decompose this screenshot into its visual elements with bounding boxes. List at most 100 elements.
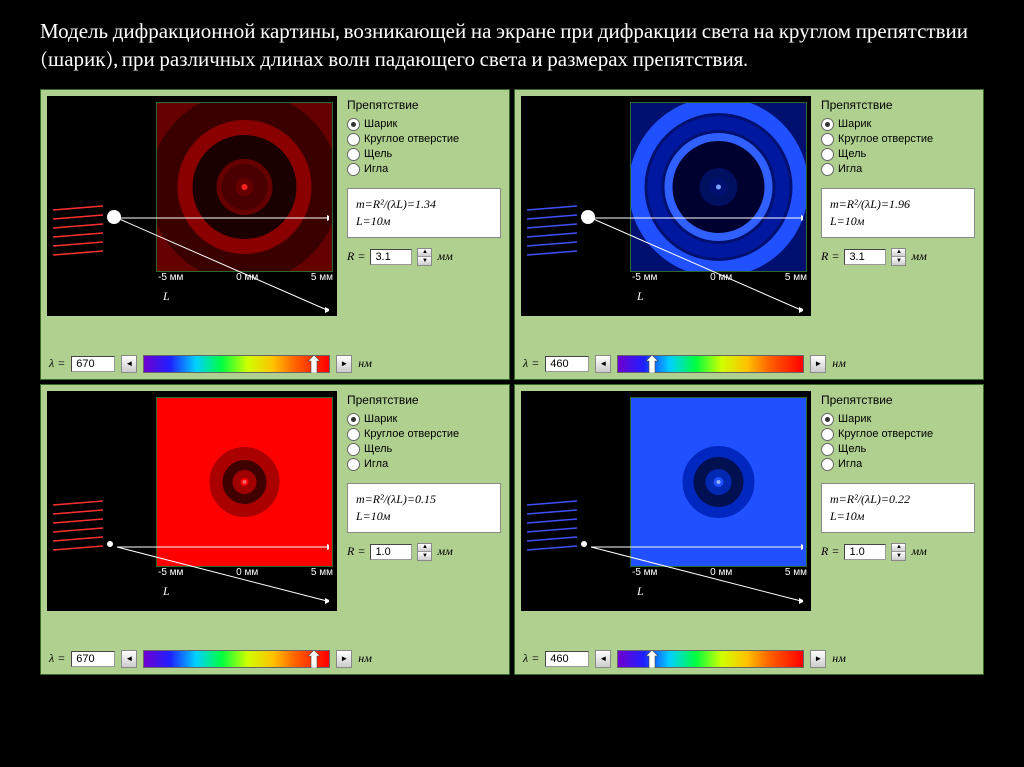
radius-input[interactable]: 3.1 [844,249,886,265]
radius-spinner[interactable]: ▲ ▼ [417,248,432,266]
spinner-down-icon[interactable]: ▼ [892,552,905,560]
radio-icon[interactable] [821,118,834,131]
spinner-up-icon[interactable]: ▲ [892,544,905,553]
obstacle-option[interactable]: Шарик [347,118,501,131]
simulation-viewport: -5 мм 0 мм 5 мм L [521,96,811,316]
obstacle-option[interactable]: Шарик [347,413,501,426]
obstacle-option[interactable]: Игла [347,163,501,176]
lambda-input[interactable]: 670 [71,651,115,667]
wavelength-row: λ = 460 ◄ ► нм [515,351,983,379]
radio-icon[interactable] [821,458,834,471]
radio-icon[interactable] [821,163,834,176]
incident-beam [53,499,111,562]
radio-icon[interactable] [347,413,360,426]
slider-prev-button[interactable]: ◄ [121,650,137,668]
radius-row: R = 1.0 ▲ ▼ мм [821,543,975,561]
lambda-label: λ = [49,356,65,371]
slider-next-button[interactable]: ► [810,650,826,668]
obstacle-option[interactable]: Круглое отверстие [821,428,975,441]
radius-spinner[interactable]: ▲ ▼ [891,543,906,561]
radius-input[interactable]: 3.1 [370,249,412,265]
radio-icon[interactable] [347,133,360,146]
radio-icon[interactable] [821,148,834,161]
radio-icon[interactable] [347,428,360,441]
sim-panel: -5 мм 0 мм 5 мм LПрепятствие Шарик Кругл… [514,89,984,380]
obstacle-option-label: Игла [838,458,862,470]
controls-panel: Препятствие Шарик Круглое отверстие Щель… [817,90,983,351]
radius-row: R = 1.0 ▲ ▼ мм [347,543,501,561]
obstacle-option-label: Игла [838,163,862,175]
obstacle-option[interactable]: Игла [347,458,501,471]
radio-icon[interactable] [347,118,360,131]
slider-next-button[interactable]: ► [810,355,826,373]
obstacle-option[interactable]: Игла [821,163,975,176]
radio-icon[interactable] [347,458,360,471]
obstacle-option-label: Круглое отверстие [838,428,933,440]
radio-icon[interactable] [821,428,834,441]
radius-unit: мм [911,544,926,559]
spinner-down-icon[interactable]: ▼ [418,257,431,265]
formula-m: m=R²/(λL)=0.22 [830,492,966,507]
radius-label: R = [347,249,365,264]
spectrum-marker-icon[interactable] [308,355,320,373]
radio-icon[interactable] [347,163,360,176]
spectrum-marker-icon[interactable] [308,650,320,668]
obstacle-option-label: Шарик [364,413,397,425]
spectrum-marker-icon[interactable] [646,355,658,373]
radius-label: R = [821,249,839,264]
slider-prev-button[interactable]: ◄ [121,355,137,373]
radius-input[interactable]: 1.0 [844,544,886,560]
lambda-input[interactable]: 670 [71,356,115,372]
radius-spinner[interactable]: ▲ ▼ [891,248,906,266]
obstacle-group-label: Препятствие [347,98,501,112]
diffraction-cone [583,214,803,306]
diffraction-pattern [630,397,807,567]
obstacle-option[interactable]: Щель [821,148,975,161]
radius-unit: мм [911,249,926,264]
obstacle-option[interactable]: Шарик [821,413,975,426]
obstacle-option[interactable]: Круглое отверстие [347,133,501,146]
radio-icon[interactable] [821,443,834,456]
obstacle-option[interactable]: Щель [347,443,501,456]
slider-next-button[interactable]: ► [336,650,352,668]
obstacle-option-label: Круглое отверстие [364,428,459,440]
lambda-input[interactable]: 460 [545,651,589,667]
obstacle-option[interactable]: Круглое отверстие [821,133,975,146]
slider-next-button[interactable]: ► [336,355,352,373]
spectrum-marker-icon[interactable] [646,650,658,668]
obstacle-option[interactable]: Щель [821,443,975,456]
obstacle-option[interactable]: Шарик [821,118,975,131]
obstacle-option-label: Шарик [364,118,397,130]
lambda-label: λ = [523,651,539,666]
spectrum-slider[interactable] [143,355,330,373]
slider-prev-button[interactable]: ◄ [595,355,611,373]
spectrum-slider[interactable] [143,650,330,668]
formula-box: m=R²/(λL)=1.96 L=10м [821,188,975,238]
lambda-input[interactable]: 460 [545,356,589,372]
radio-icon[interactable] [821,413,834,426]
spectrum-slider[interactable] [617,355,804,373]
lambda-label: λ = [523,356,539,371]
slider-prev-button[interactable]: ◄ [595,650,611,668]
obstacle-option-label: Щель [838,148,866,160]
radio-icon[interactable] [347,148,360,161]
spinner-up-icon[interactable]: ▲ [892,249,905,258]
wavelength-row: λ = 670 ◄ ► нм [41,646,509,674]
radius-spinner[interactable]: ▲ ▼ [417,543,432,561]
obstacle-option[interactable]: Щель [347,148,501,161]
spinner-down-icon[interactable]: ▼ [892,257,905,265]
formula-box: m=R²/(λL)=1.34 L=10м [347,188,501,238]
spinner-down-icon[interactable]: ▼ [418,552,431,560]
spinner-up-icon[interactable]: ▲ [418,249,431,258]
radius-input[interactable]: 1.0 [370,544,412,560]
radio-icon[interactable] [821,133,834,146]
obstacle-group-label: Препятствие [821,393,975,407]
obstacle-option[interactable]: Игла [821,458,975,471]
spinner-up-icon[interactable]: ▲ [418,544,431,553]
obstacle-option[interactable]: Круглое отверстие [347,428,501,441]
distance-label: L [637,584,644,599]
diffraction-cone [109,543,329,601]
radio-icon[interactable] [347,443,360,456]
simulation-viewport: -5 мм 0 мм 5 мм L [521,391,811,611]
spectrum-slider[interactable] [617,650,804,668]
